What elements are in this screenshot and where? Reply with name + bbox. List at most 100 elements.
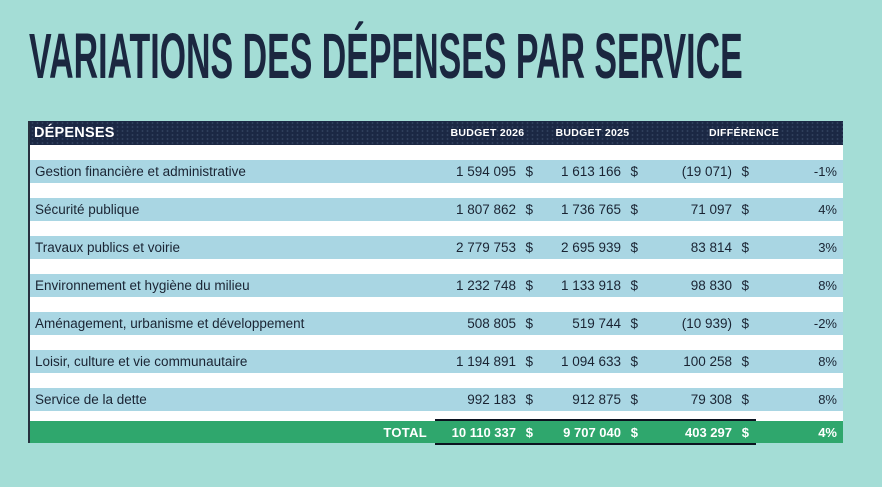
row-service-name: Sécurité publique [35,202,140,217]
currency-symbol: $ [525,240,533,255]
total-difference-cell: 403 297 $ [645,425,756,440]
row-budget-2025-cell: 912 875 $ [540,392,645,407]
table-header-row: DÉPENSES BUDGET 2026 BUDGET 2025 DIFFÉRE… [30,121,843,145]
total-label: TOTAL [383,424,427,440]
row-budget-2025-cell: 1 094 633 $ [540,354,645,369]
budget-2026-value: 1 807 862 [455,202,516,217]
total-budget-2025-value: 9 707 040 [563,424,621,440]
budget-2026-value: 1 594 095 [455,164,516,179]
row-difference-cell: (19 071) $ [645,164,756,179]
row-budget-2026-cell: 992 183 $ [435,392,540,407]
row-service-name: Aménagement, urbanisme et développement [35,316,305,331]
currency-symbol: $ [630,316,638,331]
currency-symbol: $ [630,424,638,440]
currency-symbol: $ [630,354,638,369]
currency-symbol: $ [525,164,533,179]
row-service-name: Service de la dette [35,392,147,407]
currency-symbol: $ [630,164,638,179]
row-difference-cell: 79 308 $ [645,392,756,407]
difference-value: (10 939) [681,316,732,331]
currency-symbol: $ [741,278,749,293]
budget-2026-value: 992 183 [467,392,516,407]
currency-symbol: $ [741,424,749,440]
table-row: Environnement et hygiène du milieu 1 232… [30,274,843,297]
row-budget-2026-cell: 1 594 095 $ [435,164,540,179]
row-budget-2026-cell: 1 807 862 $ [435,202,540,217]
currency-symbol: $ [741,202,749,217]
difference-value: 71 097 [690,202,732,217]
budget-2025-value: 519 744 [572,316,621,331]
row-percent: -1% [813,164,837,179]
difference-value: (19 071) [681,164,732,179]
currency-symbol: $ [741,392,749,407]
currency-symbol: $ [741,164,749,179]
page-title: VARIATIONS DES DÉPENSES PAR SERVICE [29,20,743,92]
row-difference-cell: 100 258 $ [645,354,756,369]
table-row: Aménagement, urbanisme et développement … [30,312,843,335]
currency-symbol: $ [525,202,533,217]
currency-symbol: $ [630,202,638,217]
row-percent: 8% [818,392,837,407]
table-row: Sécurité publique 1 807 862 $ 1 736 765 $ … [30,198,843,221]
currency-symbol: $ [525,354,533,369]
row-budget-2025-cell: 1 613 166 $ [540,164,645,179]
currency-symbol: $ [741,354,749,369]
row-budget-2025-cell: 1 736 765 $ [540,202,645,217]
difference-value: 83 814 [690,240,732,255]
currency-symbol: $ [525,392,533,407]
row-budget-2025-cell: 519 744 $ [540,316,645,331]
budget-2026-value: 1 194 891 [455,354,516,369]
table-row: Loisir, culture et vie communautaire 1 1… [30,350,843,373]
budget-2025-value: 1 736 765 [560,202,621,217]
budget-2025-value: 912 875 [572,392,621,407]
row-percent: -2% [813,316,837,331]
budget-2025-value: 1 133 918 [560,278,621,293]
currency-symbol: $ [525,424,533,440]
currency-symbol: $ [741,240,749,255]
total-budget-2025-cell: 9 707 040 $ [540,425,645,440]
budget-2025-value: 1 094 633 [560,354,621,369]
budget-2025-value: 1 613 166 [560,164,621,179]
row-percent: 3% [818,240,837,255]
currency-symbol: $ [630,392,638,407]
header-budget-2026-label: BUDGET 2026 [450,127,525,139]
row-difference-cell: 71 097 $ [645,202,756,217]
total-percent: 4% [818,424,837,440]
row-budget-2025-cell: 2 695 939 $ [540,240,645,255]
difference-value: 100 258 [683,354,732,369]
table-row: Gestion financière et administrative 1 5… [30,160,843,183]
row-budget-2026-cell: 2 779 753 $ [435,240,540,255]
budget-2026-value: 2 779 753 [455,240,516,255]
row-percent: 8% [818,354,837,369]
row-difference-cell: (10 939) $ [645,316,756,331]
total-budget-2026-value: 10 110 337 [451,424,516,440]
row-service-name: Environnement et hygiène du milieu [35,278,250,293]
total-row: TOTAL 10 110 337 $ 9 707 040 $ 403 297 $ 4% [30,419,843,445]
currency-symbol: $ [630,278,638,293]
row-percent: 4% [818,202,837,217]
row-budget-2026-cell: 508 805 $ [435,316,540,331]
row-service-name: Travaux publics et voirie [35,240,181,255]
row-service-name: Gestion financière et administrative [35,164,246,179]
row-difference-cell: 83 814 $ [645,240,756,255]
header-difference-label: DIFFÉRENCE [708,127,780,139]
currency-symbol: $ [741,316,749,331]
budget-2025-value: 2 695 939 [560,240,621,255]
header-expenses-label: DÉPENSES [34,125,115,141]
currency-symbol: $ [525,316,533,331]
currency-symbol: $ [525,278,533,293]
row-budget-2026-cell: 1 194 891 $ [435,354,540,369]
row-budget-2026-cell: 1 232 748 $ [435,278,540,293]
table-row: Travaux publics et voirie 2 779 753 $ 2 6… [30,236,843,259]
budget-2026-value: 1 232 748 [455,278,516,293]
total-difference-value: 403 297 [685,424,732,440]
row-percent: 8% [818,278,837,293]
row-difference-cell: 98 830 $ [645,278,756,293]
budget-2026-value: 508 805 [467,316,516,331]
difference-value: 98 830 [690,278,732,293]
row-service-name: Loisir, culture et vie communautaire [35,354,248,369]
expenses-table: DÉPENSES BUDGET 2026 BUDGET 2025 DIFFÉRE… [28,121,843,445]
header-budget-2025-label: BUDGET 2025 [555,127,630,139]
row-budget-2025-cell: 1 133 918 $ [540,278,645,293]
